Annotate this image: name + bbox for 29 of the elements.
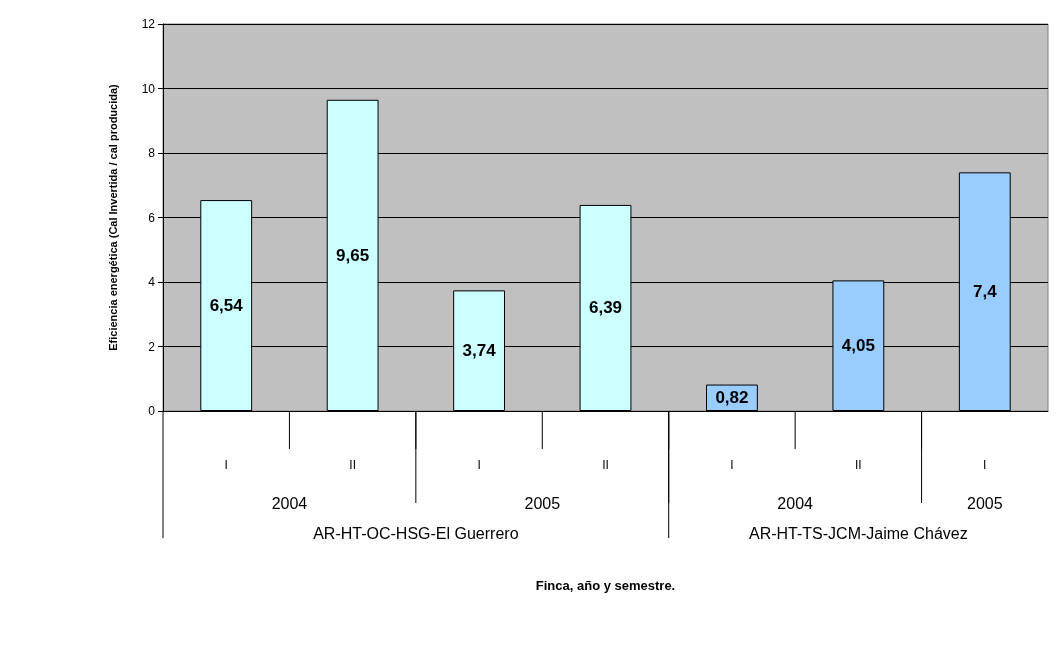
text: Finca, año y semestre. (535, 577, 676, 593)
data-label: 3,74 (462, 341, 497, 361)
text: 2004 (271, 494, 308, 512)
data-label: 6,54 (209, 296, 244, 316)
text: 2005 (966, 494, 1003, 512)
x-tick-label: I (477, 458, 481, 472)
x-tick-label: I (224, 458, 228, 472)
y-tick-label: 4 (148, 275, 156, 289)
data-label: 7,4 (972, 282, 998, 302)
y-tick-label: 10 (141, 81, 156, 96)
y-tick-label: 12 (141, 17, 156, 31)
x-tick-label: II (349, 458, 356, 472)
x-tick-label: II (602, 458, 609, 472)
data-label: 4,05 (841, 336, 875, 356)
data-label: 6,39 (588, 298, 623, 318)
y-tick-label: 0 (148, 404, 156, 418)
text: 2004 (777, 494, 814, 512)
y-tick-label: 6 (148, 210, 156, 225)
y-tick-label: 8 (148, 146, 156, 160)
text: 2005 (524, 494, 561, 512)
x-tick-label: II (855, 458, 862, 472)
y-tick-label: 2 (148, 339, 156, 354)
text: AR-HT-OC-HSG-El Guerrero (313, 524, 519, 542)
text: AR-HT-TS-JCM-Jaime Chávez (749, 524, 968, 542)
y-axis-title: Eficiencia energética (Cal Invertida / cal producida) (106, 83, 119, 351)
x-tick-label: I (983, 458, 987, 472)
x-tick-label: I (730, 458, 734, 472)
data-label: 9,65 (336, 245, 370, 265)
data-label: 0,82 (715, 388, 749, 408)
